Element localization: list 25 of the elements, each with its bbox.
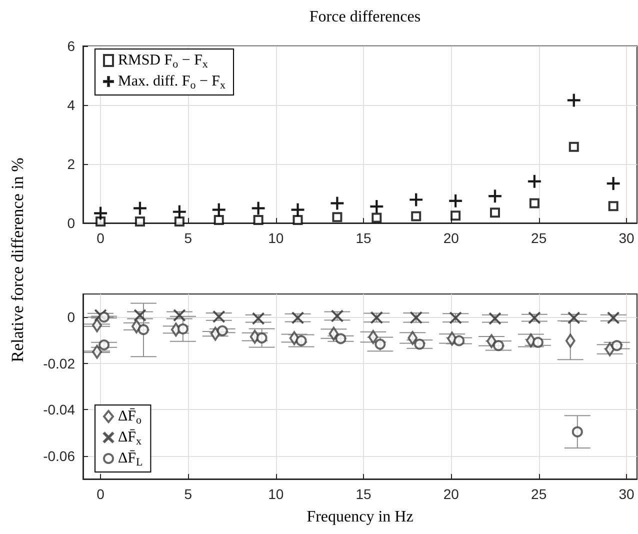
y-tick-label: -0.06 [43, 448, 76, 464]
y-tick-label: 6 [67, 38, 76, 54]
y-tick-label: 2 [67, 156, 76, 172]
x-tick-label: 15 [356, 230, 372, 246]
x-tick-label: 5 [184, 486, 192, 502]
x-tick-label: 5 [184, 230, 192, 246]
x-tick-label: 25 [531, 486, 547, 502]
x-tick-label: 30 [618, 230, 634, 246]
x-tick-label: 20 [443, 230, 460, 246]
x-tick-label: 15 [356, 486, 372, 502]
x-tick-label: 10 [268, 230, 284, 246]
y-tick-label: 0 [67, 309, 76, 326]
x-tick-label: 25 [531, 230, 547, 246]
y-tick-label: 4 [67, 97, 76, 113]
chart-title: Force differences [309, 8, 421, 26]
y-axis-title: Relative force difference in % [8, 158, 28, 362]
x-tick-label: 20 [443, 486, 460, 502]
x-tick-label: 10 [268, 486, 284, 502]
y-tick-label: 0 [67, 215, 76, 231]
y-tick-label: -0.02 [43, 355, 76, 372]
x-tick-label: 0 [96, 230, 105, 246]
x-axis-title: Frequency in Hz [306, 508, 414, 526]
x-tick-label: 30 [618, 486, 634, 502]
x-tick-label: 0 [96, 486, 105, 502]
y-tick-label: -0.04 [43, 402, 76, 418]
